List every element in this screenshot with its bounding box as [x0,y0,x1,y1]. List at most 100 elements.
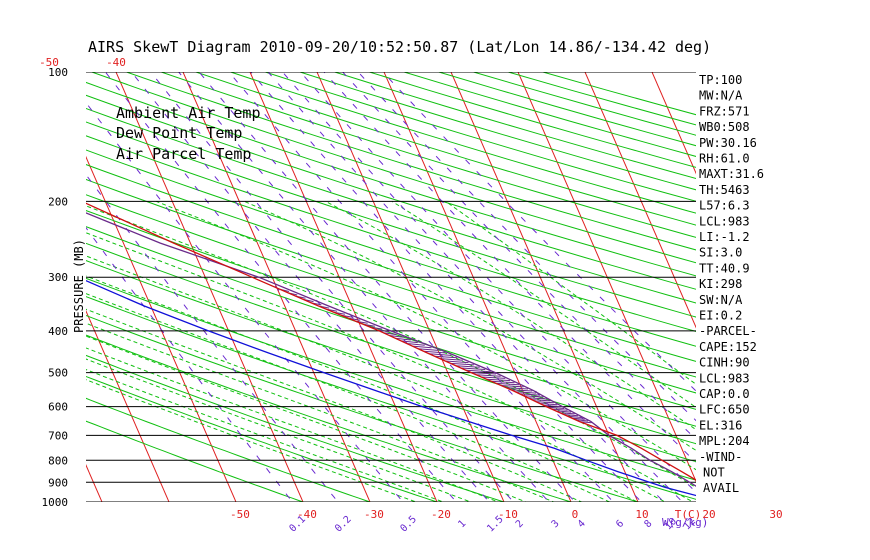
cape-hatch-line [555,410,572,413]
mixing-ratio-line [228,72,614,502]
moist-adiabat-line [86,369,445,502]
stability-index-text: TH:5463 [699,183,750,197]
parcel-index-text: LFC:650 [699,403,750,417]
dry-adiabat-line [195,72,696,226]
cape-hatch-line [519,393,540,396]
pressure-tick-label: 200 [48,195,68,208]
dry-adiabat-line [86,94,696,290]
mixing-ratio-line [105,72,457,502]
moist-adiabat-line [86,379,418,502]
parcel-index-text: CAPE:152 [699,340,757,354]
wind-header-text: -WIND- [699,450,742,464]
isotherm-line [249,72,438,502]
cape-hatch-line [571,417,585,420]
parcel-index-text: CAP:0.0 [699,387,750,401]
cape-hatch-line [563,414,579,417]
pressure-tick-label: 300 [48,271,68,284]
cape-hatch-line [439,358,463,361]
dry-adiabat-line [86,420,305,502]
dry-adiabat-line [230,72,696,214]
isotherm-line [0,62,39,511]
parcel-index-text: EL:316 [699,418,742,432]
mixing-ratio-tick-label: 0.5 [398,514,419,535]
dry-adiabat-line [86,121,696,318]
dry-adiabat-line [86,397,372,502]
mixing-ratio-tick-label: 4 [576,518,588,530]
mixing-ratio-line [323,72,696,464]
plot-area [0,62,870,511]
bottom-temp-tick-label: 30 [769,508,782,521]
mixing-ratio-line [357,72,696,422]
moist-adiabat-line [156,200,696,471]
wind-status-text: AVAIL [703,481,739,495]
moist-adiabat-line [86,347,500,502]
cape-hatch-line [531,399,551,402]
isotherm-line [86,309,170,502]
bottom-temp-tick-label: -50 [230,508,250,521]
cape-hatch-line [547,406,565,409]
isotherm-line [782,62,870,511]
pressure-tick-label: 500 [48,367,68,380]
dry-adiabat-line [86,178,696,378]
stability-index-text: KI:298 [699,277,742,291]
cape-hatch-line [575,419,589,422]
cape-hatch-line [567,415,582,418]
mixing-ratio-tick-label: 2 [514,518,526,530]
cape-hatch-line [523,395,544,398]
isotherm-line [86,463,103,502]
mixing-ratio-line [267,72,665,502]
cape-hatch-line [486,378,511,382]
temp-unit-label: T(C) [675,508,702,521]
isotherm-line [517,72,696,483]
ambient-air-temp-line [86,202,696,481]
mixing-ratio-line [342,72,696,441]
dry-adiabat-line [86,354,506,502]
top-temp-tick-label: -40 [106,56,126,69]
cape-hatch-line [395,337,411,341]
parcel-header-text: -PARCEL- [699,324,757,338]
moist-adiabat-line [86,205,696,489]
stability-index-text: FRZ:571 [699,104,750,118]
pressure-tick-label: 900 [48,476,68,489]
pressure-tick-label: 1000 [42,496,69,509]
cape-hatch-line [539,403,558,406]
cape-hatch-line [471,372,496,375]
isotherm-line [584,72,696,329]
isotherm-line [115,72,304,502]
mixing-ratio-tick-label: 1 [456,518,468,530]
stability-index-text: MW:N/A [699,89,743,103]
cape-hatch-line [423,350,445,354]
dry-adiabat-line [334,72,696,179]
mixing-ratio-unit-label: W(g/kg) [662,516,708,529]
moist-adiabat-line [86,293,611,502]
dry-adiabat-line [86,149,696,347]
dry-adiabat-line [86,164,696,362]
pressure-isobars [86,72,696,502]
air-parcel-temp-line [86,212,696,487]
cape-hatch-line [455,365,480,368]
stability-index-text: WB0:508 [699,120,750,134]
stability-index-text: L57:6.3 [699,199,750,213]
y-axis-label: PRESSURE (MB) [72,239,86,333]
mixing-ratio-line [382,72,696,392]
cape-hatch-line [428,353,452,356]
stability-index-text: TP:100 [699,73,742,87]
bottom-temp-tick-label: 0 [572,508,579,521]
cape-hatch-line [412,345,432,349]
parcel-index-text: MPL:204 [699,434,750,448]
dry-adiabat-line [86,296,696,500]
legend-ambient-air-temp: Ambient Air Temp [116,104,261,122]
cape-hatch-line [417,348,439,351]
stability-index-text: LCL:983 [699,214,750,228]
dew-point-temp-line [86,280,696,497]
moist-adiabat-line [86,335,528,502]
dry-adiabat-line [91,72,696,264]
cape-hatch-line [527,397,547,400]
cape-hatch-line [501,385,524,388]
bottom-temp-tick-label: -20 [431,508,451,521]
cape-hatch-line [383,332,397,336]
cape-hatch-line [481,376,506,379]
cape-hatch-line [491,380,515,384]
